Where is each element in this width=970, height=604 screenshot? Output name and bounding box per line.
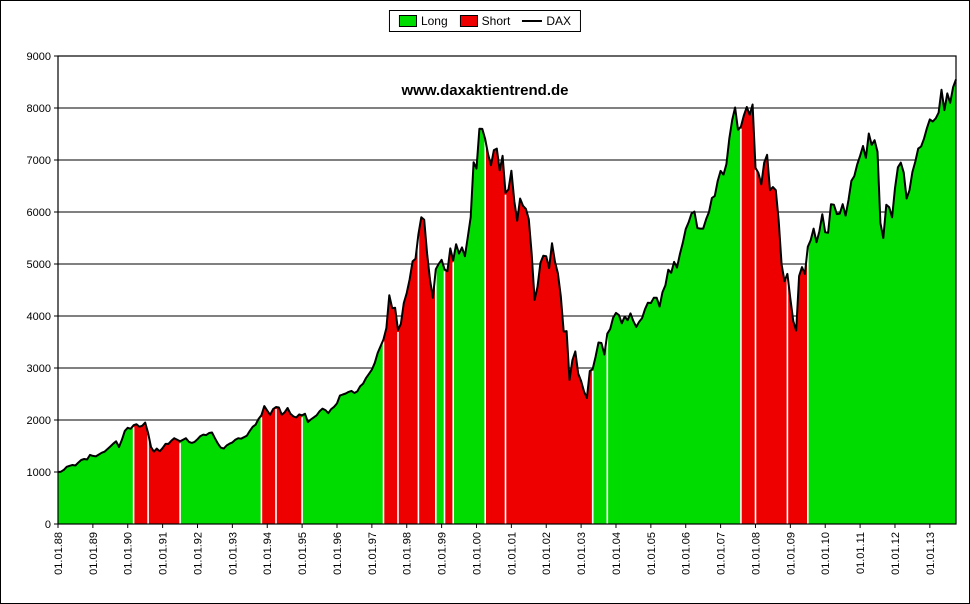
svg-text:01.01.07: 01.01.07 <box>716 532 728 575</box>
dax-line-swatch-icon <box>522 20 543 22</box>
svg-text:01.01.04: 01.01.04 <box>611 532 623 575</box>
legend-label-short: Short <box>481 14 511 28</box>
short-area-segment <box>383 217 436 524</box>
svg-text:01.01.08: 01.01.08 <box>750 532 762 575</box>
svg-text:01.01.01: 01.01.01 <box>506 532 518 575</box>
signal-gap-lines <box>132 128 809 524</box>
long-area-segment <box>592 107 741 524</box>
long-area-segment <box>302 339 384 524</box>
svg-text:7000: 7000 <box>27 155 51 167</box>
svg-text:1000: 1000 <box>27 467 51 479</box>
plot-border <box>57 55 957 525</box>
legend-label-dax: DAX <box>546 14 572 28</box>
svg-text:01.01.06: 01.01.06 <box>681 532 693 575</box>
svg-text:01.01.93: 01.01.93 <box>227 532 239 575</box>
svg-text:01.01.98: 01.01.98 <box>402 532 414 575</box>
short-area-segment <box>485 139 593 524</box>
svg-text:01.01.00: 01.01.00 <box>471 532 483 575</box>
chart-title: www.daxaktientrend.de <box>401 82 569 99</box>
svg-text:01.01.09: 01.01.09 <box>785 532 797 575</box>
svg-text:01.01.11: 01.01.11 <box>855 532 867 574</box>
long-area-segment <box>435 259 445 524</box>
svg-text:4000: 4000 <box>27 311 51 323</box>
short-swatch-icon <box>459 15 478 27</box>
long-area-segment <box>807 79 956 525</box>
legend-item-dax: DAX <box>522 14 571 28</box>
svg-text:3000: 3000 <box>27 363 51 375</box>
y-axis-labels: 0 1000 2000 3000 4000 5000 6000 7000 8000 9000 <box>27 51 58 531</box>
svg-text:01.01.92: 01.01.92 <box>192 532 204 575</box>
svg-text:2000: 2000 <box>27 415 51 427</box>
svg-text:5000: 5000 <box>27 259 51 271</box>
svg-text:01.01.97: 01.01.97 <box>367 532 379 575</box>
short-area-segment <box>740 104 808 524</box>
svg-text:01.01.12: 01.01.12 <box>890 532 902 575</box>
legend-label-long: Long <box>420 14 448 28</box>
svg-text:9000: 9000 <box>27 51 51 63</box>
svg-text:01.01.02: 01.01.02 <box>541 532 553 575</box>
svg-text:0: 0 <box>45 519 51 531</box>
x-axis-labels: 01.01.88 01.01.89 01.01.90 01.01.91 01.01.92… <box>53 524 937 575</box>
legend: Long Short DAX <box>388 10 582 32</box>
short-area-segment <box>444 248 454 524</box>
svg-text:01.01.96: 01.01.96 <box>332 532 344 575</box>
svg-text:01.01.95: 01.01.95 <box>297 532 309 575</box>
svg-text:6000: 6000 <box>27 207 51 219</box>
long-area-segment <box>58 425 134 524</box>
svg-text:01.01.89: 01.01.89 <box>88 532 100 575</box>
svg-text:01.01.03: 01.01.03 <box>576 532 588 575</box>
svg-text:01.01.94: 01.01.94 <box>262 532 274 575</box>
long-area-segment <box>180 415 262 524</box>
area-segments <box>58 79 956 525</box>
svg-text:8000: 8000 <box>27 103 51 115</box>
long-swatch-icon <box>398 15 417 27</box>
short-area-segment <box>133 422 181 524</box>
svg-text:01.01.88: 01.01.88 <box>53 532 65 575</box>
dax-line <box>57 79 957 473</box>
legend-item-short: Short <box>459 14 511 28</box>
long-area-segment <box>453 128 486 525</box>
svg-text:01.01.91: 01.01.91 <box>158 532 170 575</box>
svg-text:01.01.10: 01.01.10 <box>820 532 832 575</box>
legend-item-long: Long <box>398 14 448 28</box>
svg-text:01.01.90: 01.01.90 <box>123 532 135 575</box>
short-area-segment <box>261 406 303 524</box>
svg-text:01.01.13: 01.01.13 <box>925 532 937 575</box>
svg-text:01.01.99: 01.01.99 <box>437 532 449 575</box>
svg-text:01.01.05: 01.01.05 <box>646 532 658 575</box>
